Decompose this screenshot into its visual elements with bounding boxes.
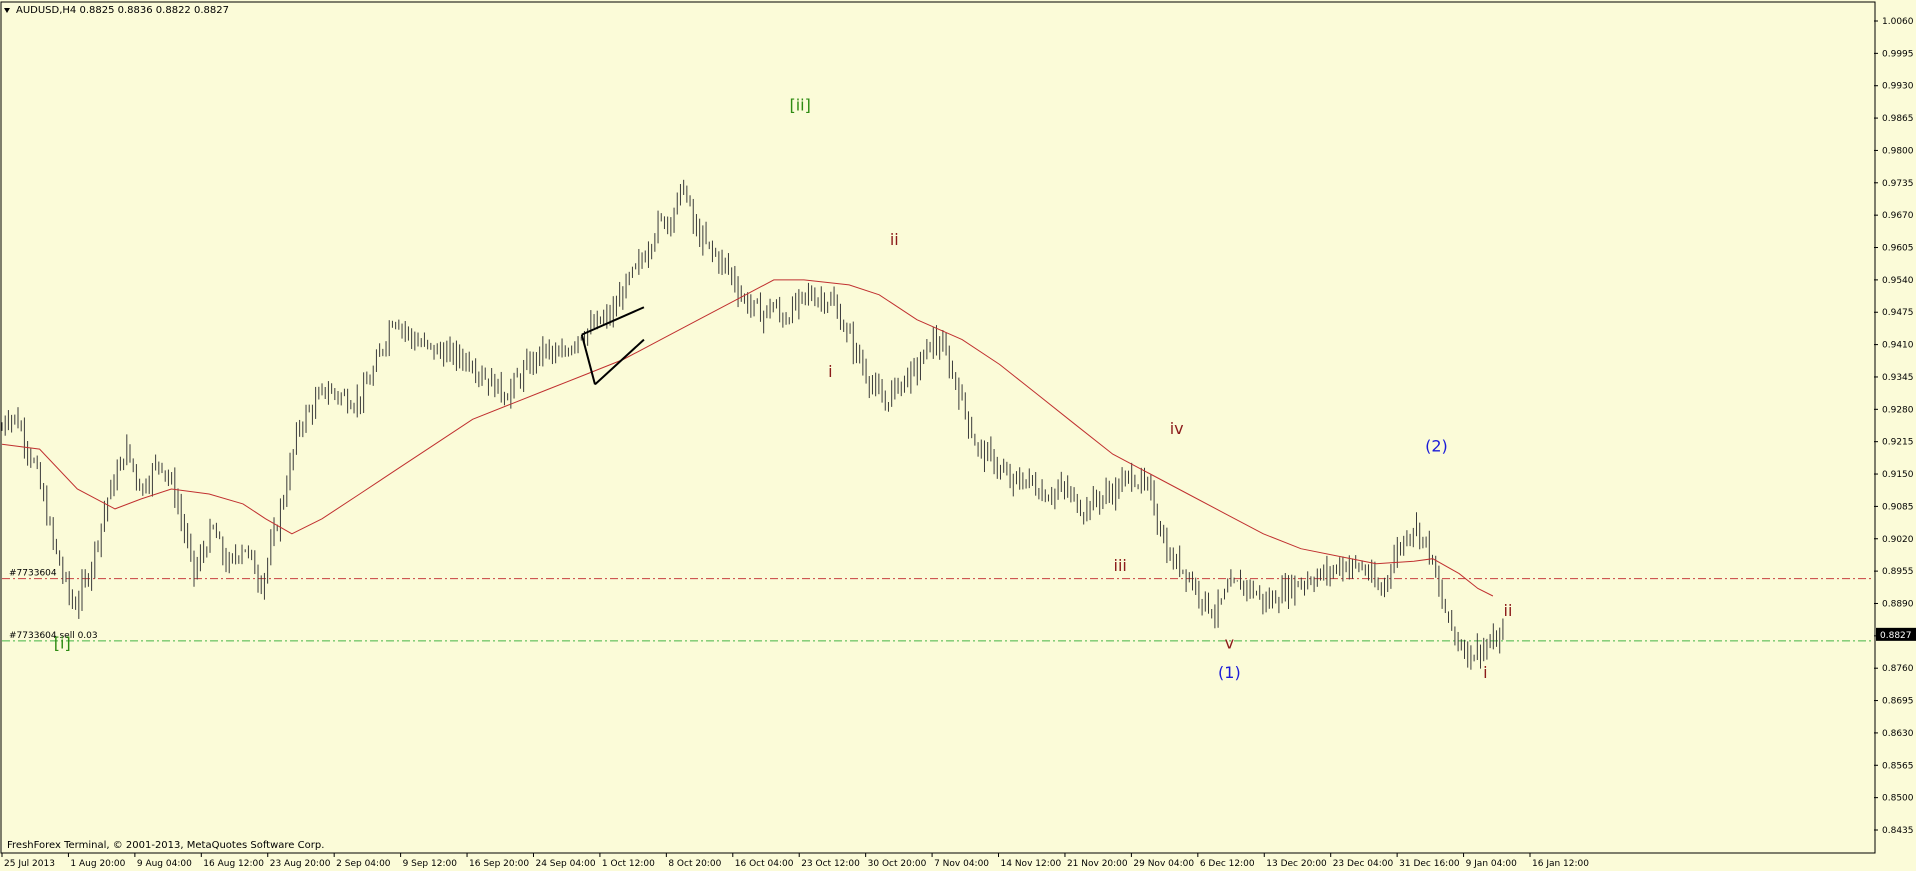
y-tick-label: 0.9800 [1882, 146, 1914, 156]
x-tick-label: 16 Aug 12:00 [203, 859, 264, 869]
x-tick-label: 9 Aug 04:00 [137, 859, 192, 869]
x-tick-label: 8 Oct 20:00 [668, 859, 721, 869]
x-tick-label: 9 Jan 04:00 [1466, 859, 1518, 869]
y-tick-label: 0.8695 [1882, 697, 1914, 707]
wave-label: i [1483, 663, 1487, 682]
y-tick-label: 0.9930 [1882, 82, 1914, 92]
wave-label: [i] [54, 633, 71, 652]
current-price-box [1876, 627, 1916, 641]
wave-label: i [828, 362, 832, 381]
plot-frame [0, 1, 1876, 854]
x-tick-label: 30 Oct 20:00 [868, 859, 927, 869]
y-tick-label: 0.9215 [1882, 438, 1914, 448]
y-tick-label: 1.0060 [1882, 17, 1914, 27]
x-tick-label: 16 Sep 20:00 [469, 859, 529, 869]
y-tick-label: 0.8565 [1882, 761, 1914, 771]
copyright-text: FreshForex Terminal, © 2001-2013, MetaQu… [7, 840, 324, 851]
wave-label: iii [1114, 556, 1127, 575]
trend-line [581, 306, 645, 336]
trend-line [594, 338, 645, 386]
wave-label: ii [890, 230, 899, 249]
x-tick-label: 23 Dec 04:00 [1333, 859, 1394, 869]
x-tick-label: 16 Jan 12:00 [1532, 859, 1589, 869]
x-tick-label: 1 Aug 20:00 [70, 859, 125, 869]
order-line-label: #7733604 sell 0.03 [9, 631, 98, 641]
x-tick-label: 24 Sep 04:00 [535, 859, 595, 869]
moving-average-line [1, 279, 1494, 597]
y-tick-label: 0.9540 [1882, 276, 1914, 286]
y-tick-label: 0.8500 [1882, 794, 1914, 804]
wave-label: v [1225, 633, 1234, 652]
x-tick-label: 31 Dec 16:00 [1399, 859, 1460, 869]
x-tick-label: 9 Sep 12:00 [403, 859, 458, 869]
x-tick-label: 21 Nov 20:00 [1067, 859, 1128, 869]
y-tick-label: 0.9605 [1882, 244, 1914, 254]
y-tick-label: 0.9475 [1882, 308, 1914, 318]
wave-label: ii [1504, 601, 1513, 620]
wave-label: (1) [1218, 663, 1241, 682]
dropdown-triangle-icon[interactable] [4, 8, 10, 13]
x-tick-label: 2 Sep 04:00 [336, 859, 391, 869]
y-tick-label: 0.9410 [1882, 341, 1914, 351]
y-tick-label: 0.9865 [1882, 114, 1914, 124]
y-tick-label: 0.9280 [1882, 405, 1914, 415]
x-tick-label: 25 Jul 2013 [4, 859, 55, 869]
y-tick-label: 0.9085 [1882, 502, 1914, 512]
wave-label: [ii] [789, 96, 810, 115]
x-tick-label: 13 Dec 20:00 [1266, 859, 1327, 869]
x-tick-label: 1 Oct 12:00 [602, 859, 655, 869]
x-tick-label: 14 Nov 12:00 [1001, 859, 1062, 869]
x-tick-label: 6 Dec 12:00 [1200, 859, 1255, 869]
x-tick-label: 29 Nov 04:00 [1133, 859, 1194, 869]
y-tick-label: 0.9995 [1882, 49, 1914, 59]
x-tick-label: 16 Oct 04:00 [735, 859, 794, 869]
x-tick-label: 7 Nov 04:00 [934, 859, 989, 869]
chart-title-text: AUDUSD,H4 0.8825 0.8836 0.8822 0.8827 [16, 5, 229, 16]
y-tick-label: 0.9670 [1882, 211, 1914, 221]
y-tick-label: 0.8955 [1882, 567, 1914, 577]
y-tick-label: 0.8435 [1882, 826, 1914, 836]
y-tick-label: 0.9345 [1882, 373, 1914, 383]
y-tick-label: 0.9020 [1882, 535, 1914, 545]
wave-label: iv [1170, 419, 1184, 438]
y-tick-label: 0.8630 [1882, 729, 1914, 739]
current-price-label: 0.8827 [1880, 631, 1912, 641]
wave-label: (2) [1425, 437, 1448, 456]
order-line-label: #7733604 [9, 569, 57, 579]
y-tick-label: 0.8890 [1882, 599, 1914, 609]
chart-title: AUDUSD,H4 0.8825 0.8836 0.8822 0.8827 [4, 5, 229, 16]
y-tick-label: 0.9735 [1882, 179, 1914, 189]
x-tick-label: 23 Aug 20:00 [270, 859, 331, 869]
y-tick-label: 0.9150 [1882, 470, 1914, 480]
x-tick-label: 23 Oct 12:00 [801, 859, 860, 869]
trend-line [580, 334, 596, 385]
y-tick-label: 0.8760 [1882, 664, 1914, 674]
